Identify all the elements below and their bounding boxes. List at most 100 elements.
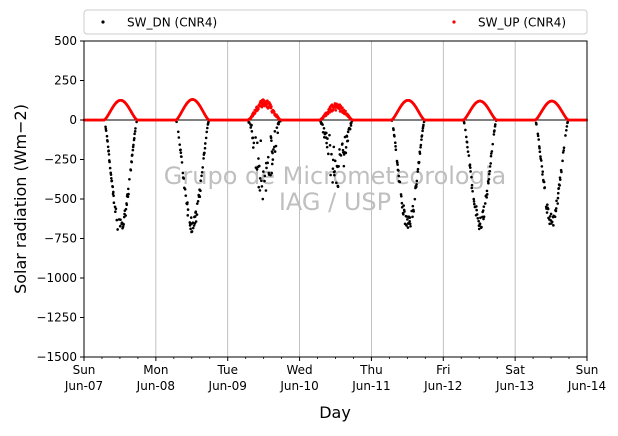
sw-dn-point — [271, 151, 274, 155]
sw-dn-point — [489, 154, 493, 158]
sw-dn-point — [264, 189, 268, 192]
sw-dn-point — [186, 208, 190, 211]
sw-dn-point — [416, 167, 420, 171]
sw-dn-point — [344, 146, 348, 149]
sw-dn-point — [345, 135, 349, 138]
sw-dn-point — [261, 197, 265, 201]
y-tick-label: −1000 — [36, 271, 77, 285]
sw-dn-point — [112, 194, 115, 198]
sw-dn-point — [465, 140, 469, 144]
sw-dn-point — [394, 148, 398, 151]
sw-dn-point — [181, 171, 185, 175]
sw-dn-point — [184, 194, 188, 197]
sw-up-point — [326, 112, 330, 116]
sw-dn-point — [344, 151, 348, 155]
sw-dn-point — [275, 126, 279, 129]
sw-dn-point — [557, 186, 561, 190]
sw-dn-point — [116, 228, 119, 231]
sw-dn-point — [321, 123, 324, 126]
sw-dn-point — [392, 128, 395, 132]
sw-dn-point — [122, 223, 125, 226]
sw-dn-point — [537, 138, 541, 141]
y-axis: 500 250 0 −250 −500 −750 −1000 −1250 −1500 — [36, 34, 84, 364]
sw-dn-point — [419, 143, 423, 147]
sw-dn-point — [330, 152, 333, 156]
sw-dn-point — [335, 181, 338, 185]
sw-dn-point — [558, 184, 561, 187]
sw-dn-point — [397, 174, 401, 178]
sw-dn-point — [252, 141, 256, 145]
sw-dn-point — [114, 207, 118, 211]
sw-dn-point — [546, 203, 549, 206]
sw-up-point — [332, 108, 335, 111]
sw-dn-point — [249, 126, 253, 129]
sw-dn-point — [200, 174, 203, 178]
sw-dn-point — [202, 157, 205, 160]
sw-dn-point — [115, 218, 119, 222]
sw-dn-point — [341, 142, 344, 145]
sw-dn-point — [271, 158, 275, 161]
sw-dn-point — [251, 146, 255, 149]
sw-dn-point — [470, 186, 474, 190]
sw-dn-point — [421, 129, 424, 133]
sw-dn-point — [488, 165, 492, 168]
sw-dn-point — [400, 194, 403, 198]
sw-dn-point — [536, 134, 540, 138]
y-tick-label: −250 — [44, 153, 77, 167]
sw-dn-point — [562, 149, 566, 152]
sw-dn-point — [194, 210, 198, 214]
sw-dn-point — [475, 213, 479, 216]
sw-dn-point — [394, 145, 397, 148]
sw-dn-point — [541, 170, 545, 173]
y-tick-label: −500 — [44, 192, 77, 206]
sw-dn-point — [257, 185, 261, 189]
sw-dn-point — [128, 177, 131, 181]
sw-dn-point — [472, 200, 476, 203]
x-tick-label-weekday: Sat — [505, 363, 525, 377]
sw-dn-point — [488, 170, 492, 173]
sw-dn-point — [412, 210, 415, 213]
sw-dn-point — [204, 136, 208, 140]
sw-dn-point — [545, 211, 549, 214]
sw-dn-point — [113, 205, 117, 209]
sw-dn-point — [548, 214, 552, 218]
sw-up-point — [351, 118, 354, 122]
sw-dn-point — [349, 124, 353, 127]
sw-dn-point — [539, 159, 543, 162]
sw-dn-point — [133, 130, 137, 133]
sw-dn-point — [133, 136, 136, 140]
sw-dn-point — [539, 155, 542, 158]
sw-dn-point — [494, 123, 497, 126]
sw-up-point — [494, 118, 498, 122]
sw-dn-point — [112, 201, 116, 205]
sw-dn-point — [553, 215, 557, 219]
sw-dn-point — [326, 137, 329, 140]
sw-dn-point — [477, 219, 480, 223]
y-tick-label: −1250 — [36, 311, 77, 325]
sw-dn-point — [469, 166, 472, 169]
sw-dn-point — [205, 130, 209, 134]
sw-dn-point — [114, 210, 117, 213]
sw-dn-point — [482, 215, 486, 219]
sw-dn-point — [131, 148, 135, 152]
sw-dn-point — [338, 148, 341, 151]
sw-dn-point — [464, 128, 467, 132]
sw-up-point — [341, 106, 344, 109]
sw-dn-point — [193, 215, 197, 218]
legend: SW_DN (CNR4) SW_UP (CNR4) — [83, 9, 588, 35]
sw-dn-point — [186, 214, 190, 217]
sw-up-point — [272, 110, 276, 114]
sw-dn-point — [260, 185, 264, 188]
sw-up-point — [423, 118, 426, 122]
sw-dn-point — [490, 150, 494, 153]
sw-up-point — [334, 109, 338, 112]
sw-dn-point — [333, 159, 337, 163]
sw-dn-point — [129, 168, 133, 172]
sw-dn-point — [419, 146, 422, 149]
sw-dn-point — [485, 193, 489, 196]
sw-dn-point — [325, 141, 328, 145]
x-tick-label-weekday: Thu — [359, 363, 383, 377]
sw-dn-point — [104, 129, 108, 132]
sw-dn-point — [393, 134, 396, 138]
